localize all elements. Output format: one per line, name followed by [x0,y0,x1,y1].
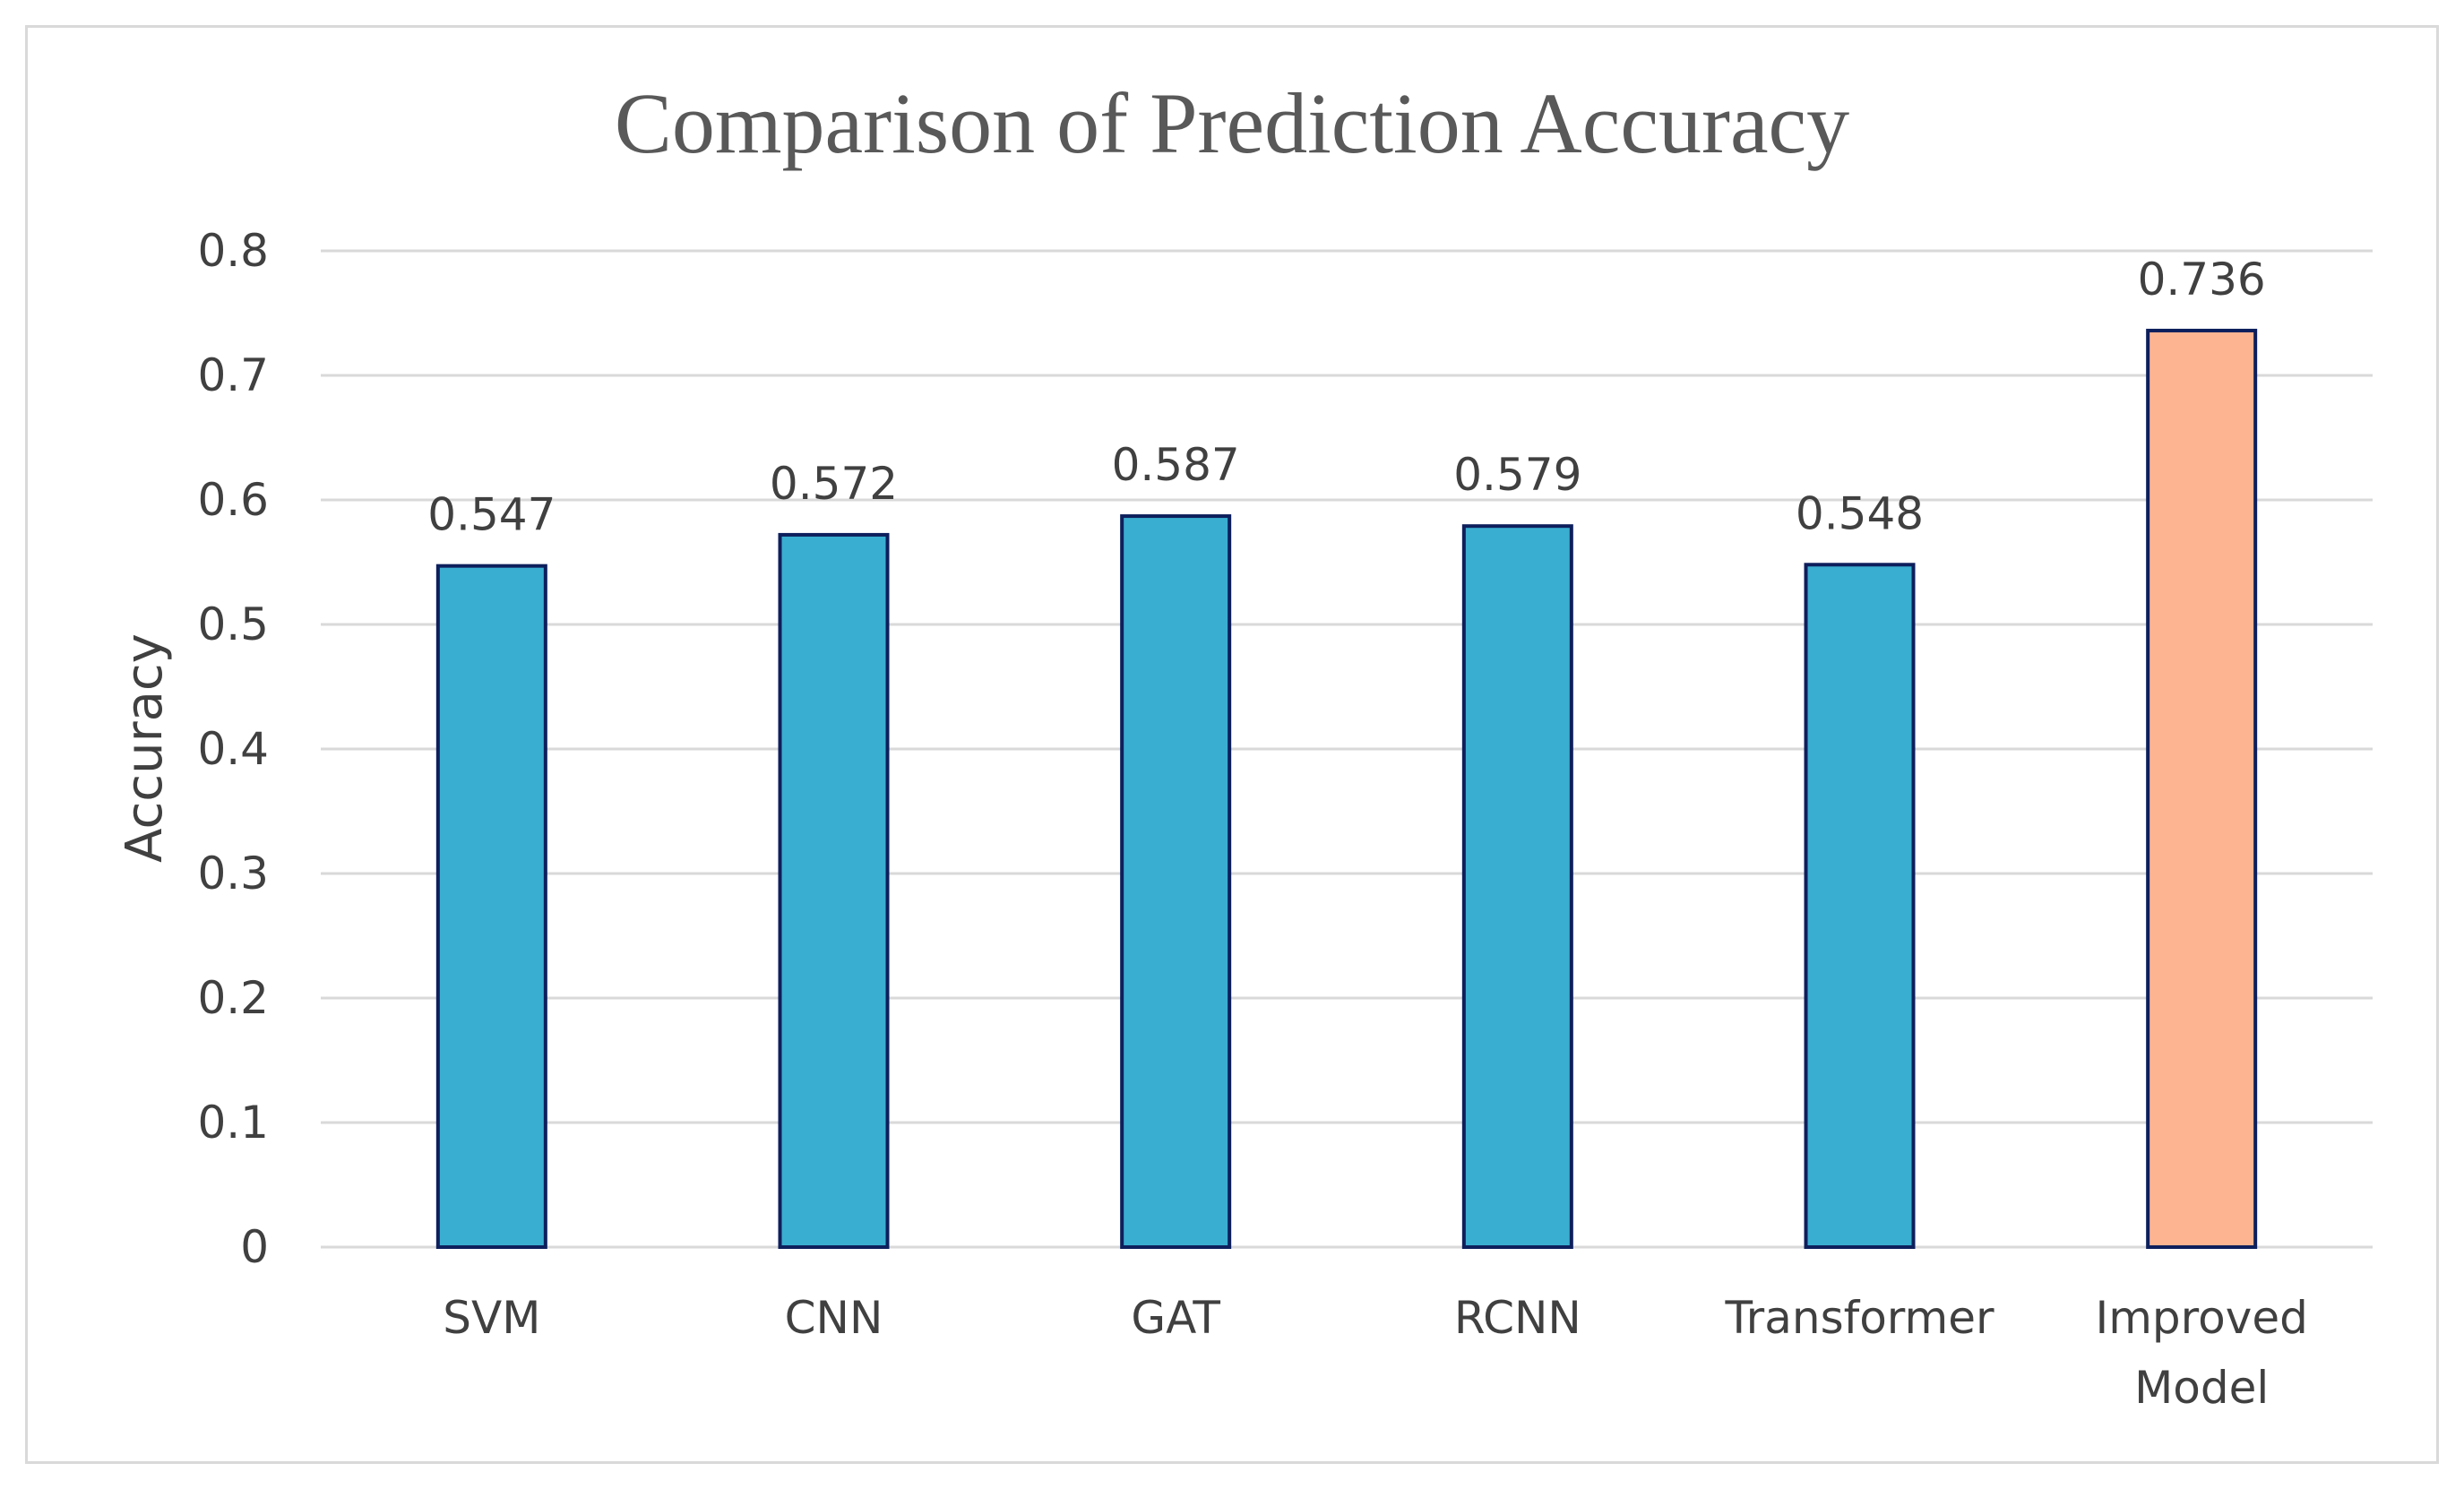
x-axis-ticks: SVM CNN GAT RCNN Transformer Improved Model [443,1292,2308,1414]
y-tick-label: 0.7 [197,349,269,401]
bar-rcnn [1461,524,1573,1249]
data-labels: 0.547 0.572 0.587 0.579 0.548 0.736 [427,254,2265,541]
y-tick-label: 0.1 [197,1097,269,1149]
data-label: 0.587 [1112,439,1240,491]
y-tick-label: 0.6 [197,474,269,526]
x-tick-label: GAT [1131,1292,1220,1344]
bar-improved-model [2146,328,2258,1249]
data-label: 0.548 [1796,487,1924,539]
data-label: 0.736 [2138,254,2266,306]
y-tick-label: 0.2 [197,972,269,1024]
x-tick-label: CNN [785,1292,883,1344]
chart-title: Comparison of Prediction Accuracy [615,75,1849,171]
data-label: 0.572 [770,458,898,510]
x-tick-label: SVM [443,1292,540,1344]
y-tick-label: 0 [240,1221,269,1273]
chart-frame [25,25,2439,1464]
x-tick-label: Improved Model [2095,1292,2307,1414]
bar-svm [435,564,547,1249]
bars [435,328,2258,1249]
bar-cnn [778,532,890,1249]
bar-gat [1120,514,1232,1249]
y-tick-label: 0.3 [197,848,269,899]
y-axis-ticks: 0 0.1 0.2 0.3 0.4 0.5 0.6 0.7 0.8 [197,225,269,1273]
y-tick-label: 0.5 [197,598,269,650]
data-label: 0.547 [427,489,556,541]
y-tick-label: 0.4 [197,723,269,775]
y-tick-label: 0.8 [197,225,269,277]
data-label: 0.579 [1453,449,1581,501]
bar-transformer [1804,563,1916,1249]
x-tick-label: Transformer [1724,1292,1994,1344]
gridlines [321,249,2373,1249]
y-axis-label: Accuracy [116,633,174,863]
x-tick-label: RCNN [1454,1292,1581,1344]
